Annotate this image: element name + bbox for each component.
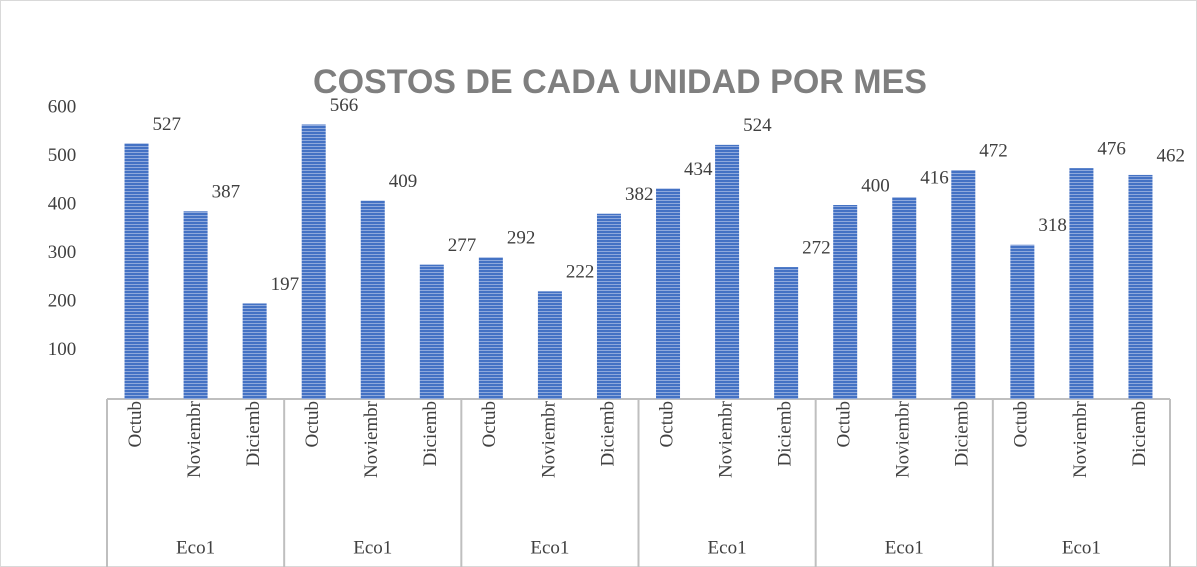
bar [242, 303, 267, 399]
y-tick-label: 500 [48, 145, 77, 166]
x-tick-label: Octub [834, 401, 855, 447]
data-label: 527 [153, 114, 182, 135]
data-label: 222 [566, 262, 595, 283]
bar [537, 291, 562, 399]
bar [715, 144, 740, 399]
bar [1069, 168, 1094, 399]
x-tick-label: Diciemb [1129, 401, 1150, 466]
chart-title: COSTOS DE CADA UNIDAD POR MES [313, 63, 927, 101]
bar [774, 267, 799, 399]
data-label: 197 [271, 274, 300, 295]
bar [360, 200, 385, 399]
data-label: 434 [684, 159, 713, 180]
x-tick-label: Noviembr [538, 400, 559, 478]
y-tick-label: 300 [48, 242, 77, 263]
y-tick-label: 400 [48, 193, 77, 214]
bar [124, 143, 149, 399]
group-label: Eco1 [885, 537, 924, 558]
data-label: 400 [861, 175, 890, 196]
x-tick-label: Noviembr [715, 400, 736, 478]
x-tick-label: Diciemb [774, 401, 795, 466]
data-label: 387 [212, 182, 241, 203]
bar [833, 205, 858, 399]
data-label: 277 [448, 235, 477, 256]
bar [596, 213, 621, 399]
x-tick-label: Octub [656, 401, 677, 447]
group-label: Eco1 [353, 537, 392, 558]
data-label: 524 [743, 115, 772, 136]
x-tick-label: Octub [479, 401, 500, 447]
group-label: Eco1 [530, 537, 569, 558]
y-tick-label: 100 [48, 339, 77, 360]
x-tick-label: Octub [125, 401, 146, 447]
data-label: 476 [1097, 138, 1126, 159]
x-tick-label: Noviembr [184, 400, 205, 478]
group-label: Eco1 [708, 537, 747, 558]
data-label: 416 [920, 168, 949, 189]
bar [301, 124, 326, 400]
bar [1128, 174, 1153, 399]
x-tick-label: Diciemb [420, 401, 441, 466]
x-tick-label: Noviembr [893, 400, 914, 478]
data-label: 318 [1038, 215, 1067, 236]
data-label: 292 [507, 228, 535, 249]
x-tick-label: Diciemb [952, 401, 973, 466]
data-label: 566 [330, 95, 359, 116]
x-tick-label: Noviembr [361, 400, 382, 478]
x-tick-label: Diciemb [243, 401, 264, 466]
bar [951, 170, 976, 399]
bar [1010, 244, 1035, 399]
bar [892, 197, 917, 399]
data-label: 409 [389, 171, 418, 192]
x-tick-label: Octub [1011, 401, 1032, 447]
x-tick-label: Diciemb [597, 401, 618, 466]
x-tick-label: Octub [302, 401, 323, 447]
bar [656, 188, 681, 399]
bar [478, 257, 503, 399]
data-label: 462 [1156, 145, 1185, 166]
bar [183, 211, 208, 399]
y-tick-label: 600 [48, 96, 77, 117]
group-label: Eco1 [176, 537, 215, 558]
data-label: 382 [625, 184, 654, 205]
data-label: 272 [802, 237, 831, 258]
x-tick-label: Noviembr [1070, 400, 1091, 478]
y-tick-label: 200 [48, 290, 77, 311]
data-label: 472 [979, 140, 1008, 161]
bar [419, 264, 444, 399]
group-label: Eco1 [1062, 537, 1101, 558]
